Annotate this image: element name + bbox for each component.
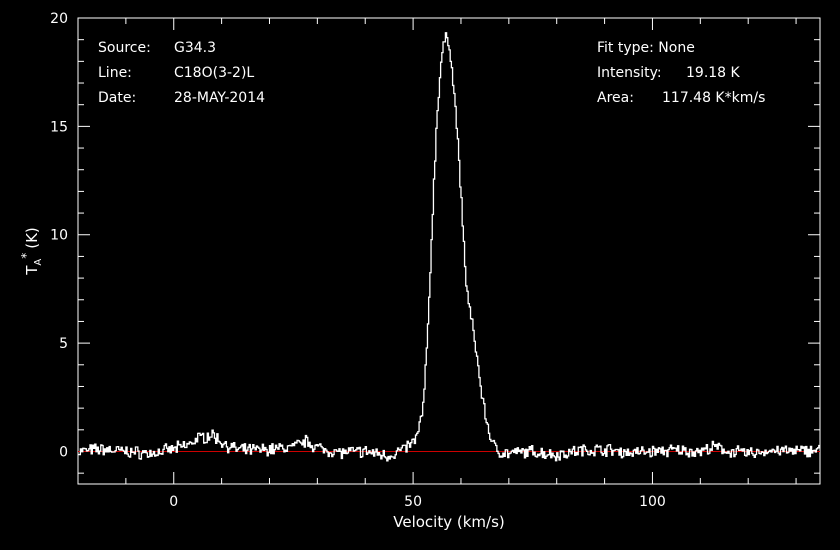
x-tick-label: 100	[639, 494, 666, 510]
info-fit-type: Fit type: None	[597, 40, 695, 56]
info-intensity-key: Intensity:	[597, 65, 662, 81]
info-line-key: Line:	[98, 65, 132, 81]
plot-layer	[78, 32, 820, 462]
info-source-value: G34.3	[174, 40, 216, 56]
plot-frame	[77, 17, 821, 485]
y-tick-label: 0	[59, 444, 68, 460]
y-tick-label: 15	[50, 119, 68, 135]
y-tick-label: 10	[50, 228, 68, 244]
info-date-key: Date:	[98, 90, 136, 106]
y-axis-label-subscript: A	[33, 259, 44, 266]
x-tick-label: 0	[169, 494, 178, 510]
info-date-value: 28-MAY-2014	[174, 90, 265, 106]
y-axis-label-main: T	[23, 265, 41, 276]
x-axis-label: Velocity (km/s)	[393, 513, 504, 531]
x-tick-label: 50	[404, 494, 422, 510]
y-axis-label: TA* (K)	[19, 227, 44, 276]
info-area-key: Area:	[597, 90, 634, 106]
svg-text:TA*(K): TA* (K)	[19, 227, 44, 276]
y-tick-label: 5	[59, 336, 68, 352]
info-line-value: C18O(3-2)L	[174, 65, 254, 81]
y-tick-label: 20	[50, 11, 68, 27]
info-source-key: Source:	[98, 40, 151, 56]
spectrum-line	[78, 32, 820, 462]
info-area-value: 117.48 K*km/s	[662, 90, 765, 106]
info-intensity-value: 19.18 K	[686, 65, 741, 81]
y-axis-label-superscript: *	[19, 253, 33, 259]
y-axis-label-unit: (K)	[23, 227, 41, 249]
